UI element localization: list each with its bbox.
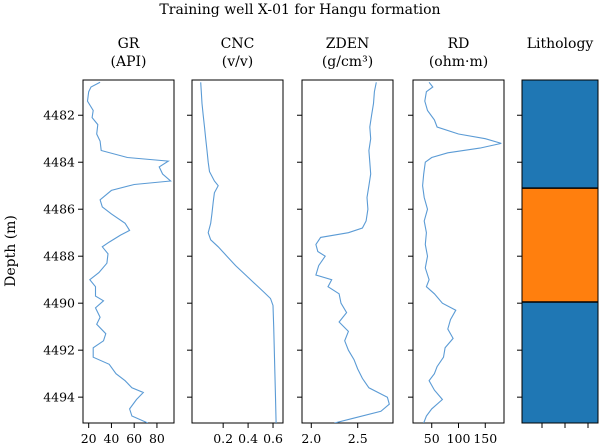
log-panel: ZDEN (g/cm³) 2.0 2.5	[297, 36, 394, 446]
panel-frame	[301, 79, 394, 424]
log-curve	[315, 82, 390, 423]
log-panels: GR (API) 4482 4484 4486 4488 4490 4492 4494 20 40 6…	[43, 36, 505, 446]
depth-tick-label: 4488	[43, 249, 75, 264]
panel-label-name: GR	[118, 36, 140, 52]
x-tick-label: 2.0	[301, 431, 321, 446]
panel-label-name: RD	[448, 36, 470, 52]
x-tick-label: 40	[103, 431, 119, 446]
log-curve	[200, 82, 277, 423]
x-tick-label: 2.5	[348, 431, 368, 446]
x-tick-label: 0.6	[263, 431, 283, 446]
depth-tick-label: 4492	[43, 343, 75, 358]
panel-label-unit: (ohm·m)	[429, 54, 488, 70]
lithology-interval	[522, 80, 598, 189]
x-tick-label: 50	[424, 431, 440, 446]
x-tick-label: 100	[447, 431, 471, 446]
depth-tick-label: 4484	[43, 155, 75, 170]
x-tick-label: 20	[81, 431, 97, 446]
log-curve	[86, 81, 172, 423]
log-panel: CNC (v/v) 0.2 0.4 0.6	[187, 36, 284, 446]
log-panel: GR (API) 4482 4484 4486 4488 4490 4492 4494 20 40 6…	[43, 36, 175, 446]
depth-axis-label: Depth (m)	[3, 215, 19, 287]
panel-label-unit: (v/v)	[222, 54, 253, 70]
panel-label-unit: (API)	[111, 54, 147, 70]
x-tick-label: 150	[473, 431, 497, 446]
log-curve	[422, 81, 502, 423]
panel-label-name: ZDEN	[326, 36, 369, 52]
panel-label-name: CNC	[221, 36, 255, 52]
log-panel: RD (ohm·m) 50 100 150	[408, 36, 505, 446]
x-tick-label: 60	[126, 431, 142, 446]
depth-tick-label: 4486	[43, 202, 75, 217]
depth-tick-label: 4494	[43, 390, 75, 405]
x-tick-label: 0.4	[238, 431, 258, 446]
figure-title: Training well X-01 for Hangu formation	[159, 2, 440, 18]
lithology-interval	[522, 302, 598, 423]
depth-tick-label: 4482	[43, 108, 75, 123]
lithology-label: Lithology	[527, 36, 594, 52]
panel-label-unit: (g/cm³)	[322, 54, 373, 70]
lithology-interval	[522, 188, 598, 303]
x-tick-label: 0.2	[213, 431, 233, 446]
x-tick-label: 80	[149, 431, 165, 446]
lithology-frame	[521, 79, 599, 424]
panel-frame	[191, 79, 284, 424]
depth-tick-label: 4490	[43, 296, 75, 311]
lithology-track: Lithology	[517, 36, 599, 428]
panel-frame	[82, 79, 175, 424]
